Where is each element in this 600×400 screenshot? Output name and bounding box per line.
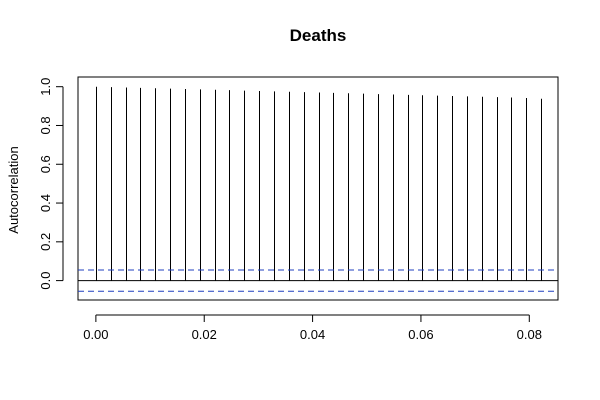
x-tick-label: 0.04 (300, 327, 325, 342)
y-tick-label: 0.0 (38, 272, 53, 290)
acf-bars (96, 86, 542, 281)
y-tick-label: 0.4 (38, 194, 53, 212)
y-tick-label: 0.6 (38, 155, 53, 173)
y-tick-label: 0.8 (38, 116, 53, 134)
x-tick-label: 0.00 (83, 327, 108, 342)
y-tick-label: 1.0 (38, 78, 53, 96)
y-axis-label: Autocorrelation (6, 146, 21, 233)
x-tick-label: 0.02 (192, 327, 217, 342)
x-tick-label: 0.08 (517, 327, 542, 342)
plot-frame (77, 76, 559, 301)
y-axis: 0.0 0.2 0.4 0.6 0.8 1.0 (38, 78, 64, 290)
x-tick-label: 0.06 (408, 327, 433, 342)
chart-title: Deaths (290, 26, 347, 45)
y-tick-label: 0.2 (38, 233, 53, 251)
x-axis: 0.00 0.02 0.04 0.06 0.08 (83, 314, 542, 342)
